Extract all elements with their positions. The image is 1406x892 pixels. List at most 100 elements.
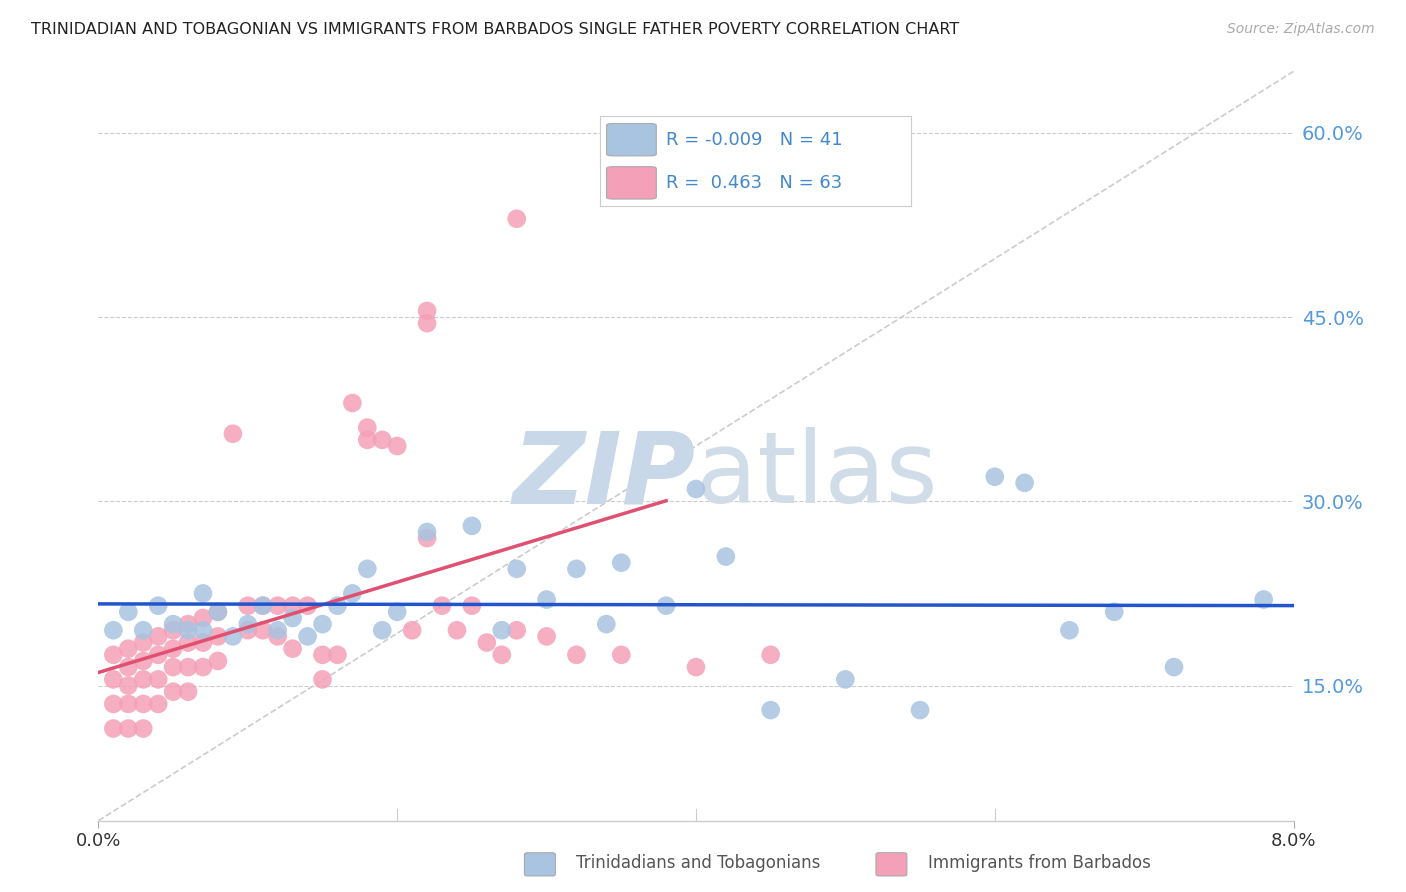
Point — [267, 624, 290, 638]
Point — [430, 599, 453, 613]
Point — [132, 722, 155, 736]
Point — [207, 654, 229, 668]
Point — [191, 660, 214, 674]
Point — [132, 673, 155, 687]
Text: ZIP: ZIP — [513, 427, 696, 524]
Point — [506, 562, 529, 576]
Point — [117, 641, 139, 656]
Point — [162, 624, 184, 638]
Point — [267, 629, 290, 643]
Point — [326, 648, 349, 662]
Point — [685, 660, 707, 674]
Point — [311, 673, 333, 687]
Point — [222, 426, 245, 441]
Point — [356, 562, 378, 576]
Point — [117, 605, 139, 619]
Point — [311, 648, 333, 662]
Text: TRINIDADIAN AND TOBAGONIAN VS IMMIGRANTS FROM BARBADOS SINGLE FATHER POVERTY COR: TRINIDADIAN AND TOBAGONIAN VS IMMIGRANTS… — [31, 22, 959, 37]
Point — [342, 586, 364, 600]
Point — [191, 611, 214, 625]
Point — [356, 420, 378, 434]
Point — [834, 673, 856, 687]
Point — [148, 697, 170, 711]
Text: Immigrants from Barbados: Immigrants from Barbados — [886, 855, 1150, 872]
Point — [491, 624, 513, 638]
Point — [177, 617, 200, 632]
Point — [655, 599, 678, 613]
Point — [162, 660, 184, 674]
Point — [162, 684, 184, 698]
Point — [132, 697, 155, 711]
Point — [281, 611, 304, 625]
Point — [416, 524, 439, 539]
Point — [236, 599, 259, 613]
Point — [252, 599, 274, 613]
Point — [117, 679, 139, 693]
Point — [1253, 592, 1275, 607]
Point — [385, 439, 409, 453]
Point — [1104, 605, 1126, 619]
Point — [236, 624, 259, 638]
Point — [281, 599, 304, 613]
Text: atlas: atlas — [696, 427, 938, 524]
Point — [177, 624, 200, 638]
Point — [148, 673, 170, 687]
Point — [491, 648, 513, 662]
Point — [506, 624, 529, 638]
Point — [252, 599, 274, 613]
Point — [908, 703, 931, 717]
Point — [565, 648, 588, 662]
Point — [191, 624, 214, 638]
Point — [1059, 624, 1081, 638]
Point — [177, 684, 200, 698]
Text: Source: ZipAtlas.com: Source: ZipAtlas.com — [1227, 22, 1375, 37]
Point — [401, 624, 423, 638]
Point — [326, 599, 349, 613]
Point — [103, 624, 125, 638]
Point — [148, 599, 170, 613]
Point — [759, 703, 782, 717]
Point — [191, 635, 214, 649]
Point — [984, 469, 1007, 483]
Point — [714, 549, 737, 564]
Point — [297, 599, 319, 613]
Point — [610, 648, 633, 662]
Point — [222, 629, 245, 643]
Point — [236, 617, 259, 632]
Point — [148, 629, 170, 643]
Point — [207, 605, 229, 619]
Point — [342, 396, 364, 410]
Point — [685, 482, 707, 496]
Point — [132, 654, 155, 668]
Point — [759, 648, 782, 662]
Point — [356, 433, 378, 447]
Point — [565, 562, 588, 576]
Point — [132, 624, 155, 638]
Point — [103, 673, 125, 687]
Point — [103, 697, 125, 711]
Point — [416, 531, 439, 545]
Point — [416, 304, 439, 318]
Point — [536, 592, 558, 607]
Point — [371, 433, 394, 447]
Point — [177, 635, 200, 649]
Point — [461, 599, 484, 613]
Point — [536, 629, 558, 643]
Text: Trinidadians and Tobagonians: Trinidadians and Tobagonians — [534, 855, 821, 872]
Point — [610, 556, 633, 570]
Point — [595, 617, 617, 632]
Point — [148, 648, 170, 662]
Point — [297, 629, 319, 643]
Point — [446, 624, 468, 638]
Point — [191, 586, 214, 600]
Point — [207, 629, 229, 643]
Point — [506, 211, 529, 226]
Point — [117, 722, 139, 736]
Point — [252, 624, 274, 638]
Point — [103, 648, 125, 662]
Point — [416, 316, 439, 330]
Point — [311, 617, 333, 632]
Point — [1163, 660, 1185, 674]
Point — [267, 599, 290, 613]
Point — [475, 635, 498, 649]
